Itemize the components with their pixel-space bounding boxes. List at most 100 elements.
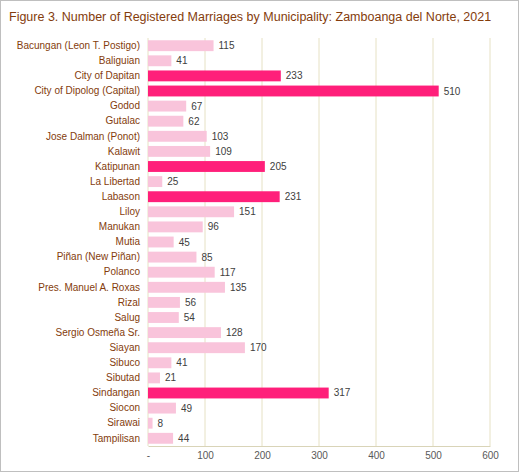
data-label: 8 bbox=[158, 418, 164, 429]
bar bbox=[148, 161, 265, 172]
data-label: 117 bbox=[220, 267, 236, 278]
x-axis: - 100 200 300 400 500 600 bbox=[147, 446, 499, 461]
y-tick-label: Mutia bbox=[116, 236, 141, 247]
bar bbox=[148, 146, 210, 157]
y-tick-label: Sindangan bbox=[92, 387, 140, 398]
bar bbox=[148, 237, 174, 248]
y-axis: Bacungan (Leon T. Postigo)BaliguianCity … bbox=[17, 39, 149, 447]
data-label: 233 bbox=[286, 70, 303, 81]
bar bbox=[148, 418, 153, 429]
bar bbox=[148, 86, 439, 97]
y-tick-label: Katipunan bbox=[95, 161, 140, 172]
y-tick: Salug bbox=[114, 312, 148, 323]
y-tick-label: City of Dipolog (Capital) bbox=[34, 85, 140, 96]
y-tick: Siocon bbox=[109, 402, 148, 413]
y-tick: Godod bbox=[110, 100, 148, 111]
y-tick-label: Liloy bbox=[119, 206, 140, 217]
x-axis-line bbox=[149, 446, 491, 447]
bar bbox=[148, 40, 214, 51]
bar bbox=[148, 70, 281, 81]
title: Figure 3. Number of Registered Marriages… bbox=[9, 10, 491, 24]
x-tick: 100 bbox=[197, 446, 214, 461]
y-tick: City of Dipolog (Capital) bbox=[34, 85, 148, 96]
x-tick-label: 500 bbox=[425, 450, 442, 461]
x-tick: 500 bbox=[425, 446, 442, 461]
data-label: 109 bbox=[215, 146, 232, 157]
bar bbox=[148, 433, 173, 444]
y-tick-label: Kalawit bbox=[108, 146, 140, 157]
y-tick: Sirawai bbox=[107, 417, 148, 428]
grid-line bbox=[262, 38, 263, 446]
y-tick: Polanco bbox=[104, 266, 148, 277]
bar bbox=[148, 342, 245, 353]
bars bbox=[148, 40, 439, 443]
bar bbox=[148, 267, 215, 278]
y-tick-label: Bacungan (Leon T. Postigo) bbox=[17, 40, 140, 51]
x-tick: - bbox=[147, 446, 150, 461]
y-tick: Liloy bbox=[119, 206, 148, 217]
data-label: 21 bbox=[165, 372, 177, 383]
data-label: 25 bbox=[167, 176, 179, 187]
data-label: 510 bbox=[444, 86, 461, 97]
chart: Figure 3. Number of Registered Marriages… bbox=[0, 0, 519, 472]
grid-line bbox=[490, 38, 491, 446]
data-label: 45 bbox=[179, 237, 191, 248]
x-tick-label: 200 bbox=[254, 450, 271, 461]
y-tick: Piñan (New Piñan) bbox=[57, 251, 148, 262]
y-tick-label: Sirawai bbox=[107, 417, 140, 428]
data-label: 151 bbox=[239, 206, 256, 217]
y-tick-label: Sergio Osmeña Sr. bbox=[56, 327, 140, 338]
bar bbox=[148, 282, 225, 293]
bar bbox=[148, 131, 207, 142]
y-tick-label: Pres. Manuel A. Roxas bbox=[38, 281, 140, 292]
y-tick: Sibuco bbox=[109, 357, 148, 368]
y-tick-label: City of Dapitan bbox=[74, 70, 140, 81]
data-label: 67 bbox=[191, 101, 203, 112]
data-label: 231 bbox=[285, 191, 302, 202]
data-label: 128 bbox=[226, 327, 243, 338]
x-tick: 300 bbox=[311, 446, 328, 461]
data-label: 54 bbox=[184, 312, 196, 323]
grid-line bbox=[433, 38, 434, 446]
data-label: 41 bbox=[176, 357, 188, 368]
y-tick-label: La Libertad bbox=[90, 176, 140, 187]
y-tick: Katipunan bbox=[95, 161, 148, 172]
y-tick-label: Siocon bbox=[109, 402, 140, 413]
y-tick: Mutia bbox=[116, 236, 148, 247]
data-label: 103 bbox=[212, 131, 229, 142]
data-label: 317 bbox=[334, 387, 351, 398]
bar bbox=[148, 403, 176, 414]
y-tick-label: Jose Dalman (Ponot) bbox=[46, 131, 140, 142]
bar bbox=[148, 55, 171, 66]
y-tick: La Libertad bbox=[90, 176, 148, 187]
x-tick-label: 400 bbox=[368, 450, 385, 461]
bar bbox=[148, 372, 160, 383]
y-tick-label: Siayan bbox=[109, 342, 140, 353]
y-tick: Gutalac bbox=[106, 115, 148, 126]
bar bbox=[148, 176, 162, 187]
data-label: 170 bbox=[250, 342, 267, 353]
x-tick: 600 bbox=[482, 446, 499, 461]
y-tick-label: Sibuco bbox=[109, 357, 140, 368]
y-tick: Sergio Osmeña Sr. bbox=[56, 327, 148, 338]
data-label: 85 bbox=[201, 252, 213, 263]
y-tick: Bacungan (Leon T. Postigo) bbox=[17, 40, 148, 51]
y-tick-label: Sibutad bbox=[106, 372, 140, 383]
chart-border bbox=[1, 1, 519, 472]
x-tick: 200 bbox=[254, 446, 271, 461]
data-label: 205 bbox=[270, 161, 287, 172]
y-tick: Manukan bbox=[99, 221, 148, 232]
data-label: 44 bbox=[178, 433, 190, 444]
y-tick: Rizal bbox=[118, 297, 148, 308]
data-label: 56 bbox=[185, 297, 197, 308]
y-tick: Labason bbox=[102, 191, 148, 202]
x-tick-label: 600 bbox=[482, 450, 499, 461]
data-label: 115 bbox=[219, 40, 235, 51]
x-tick-label: - bbox=[147, 450, 150, 461]
x-tick-label: 300 bbox=[311, 450, 328, 461]
bar bbox=[148, 221, 203, 232]
x-tick: 400 bbox=[368, 446, 385, 461]
bar bbox=[148, 116, 183, 127]
data-label: 62 bbox=[188, 116, 200, 127]
y-tick: Jose Dalman (Ponot) bbox=[46, 131, 148, 142]
